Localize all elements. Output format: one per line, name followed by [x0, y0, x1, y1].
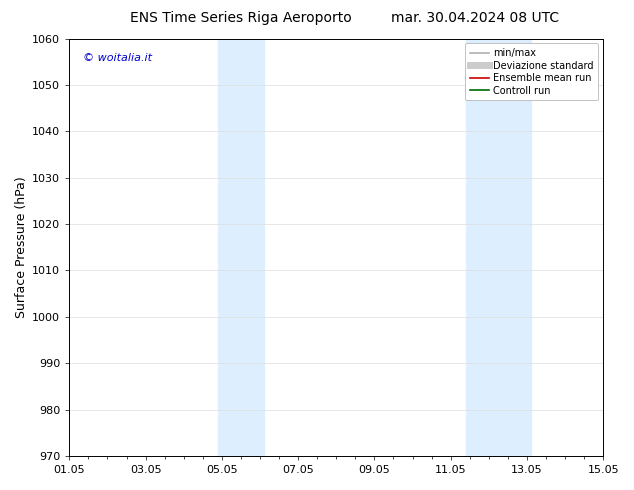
Bar	[466, 39, 531, 456]
Text: ENS Time Series Riga Aeroporto: ENS Time Series Riga Aeroporto	[130, 11, 352, 25]
Legend: min/max, Deviazione standard, Ensemble mean run, Controll run: min/max, Deviazione standard, Ensemble m…	[465, 44, 598, 100]
Bar	[218, 39, 264, 456]
Y-axis label: Surface Pressure (hPa): Surface Pressure (hPa)	[15, 176, 28, 318]
Text: mar. 30.04.2024 08 UTC: mar. 30.04.2024 08 UTC	[391, 11, 560, 25]
Text: © woitalia.it: © woitalia.it	[82, 53, 152, 63]
